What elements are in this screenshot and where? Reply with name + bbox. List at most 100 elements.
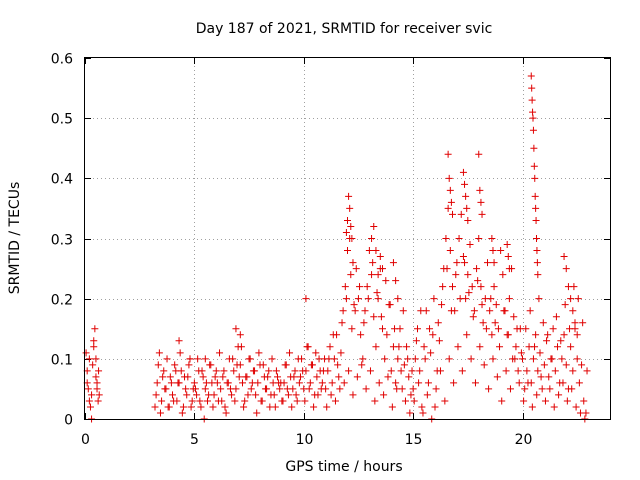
data-point: [435, 337, 443, 345]
data-point: [456, 295, 464, 303]
data-point: [416, 367, 424, 375]
data-point: [331, 397, 339, 405]
data-point: [366, 367, 374, 375]
data-point: [371, 397, 379, 405]
data-point: [461, 180, 469, 188]
data-point: [447, 307, 455, 315]
data-point: [350, 301, 358, 309]
data-point: [575, 379, 583, 387]
data-point: [476, 343, 484, 351]
data-point: [441, 397, 449, 405]
data-point: [353, 373, 361, 381]
data-point: [91, 325, 99, 333]
data-point: [391, 325, 399, 333]
data-point: [467, 355, 475, 363]
data-point: [181, 373, 189, 381]
data-point: [90, 343, 98, 351]
data-point: [372, 247, 380, 255]
data-point: [475, 150, 483, 158]
data-point: [548, 355, 556, 363]
data-point: [170, 397, 178, 405]
data-point: [397, 367, 405, 375]
data-point: [520, 397, 528, 405]
data-point: [274, 373, 281, 381]
data-point: [354, 295, 362, 303]
data-point: [347, 222, 355, 230]
data-point: [172, 367, 180, 375]
data-point: [474, 277, 482, 285]
data-point: [579, 319, 587, 327]
data-point: [468, 283, 476, 291]
data-point: [196, 397, 204, 405]
data-point: [523, 367, 531, 375]
data-point: [345, 367, 353, 375]
data-point: [550, 403, 558, 411]
data-point: [374, 271, 382, 279]
data-point: [505, 295, 513, 303]
axis-ticks: 0 0.1 0.2 0.3 0.4 0.5 0.6 0 5 10 15 20: [51, 52, 610, 448]
data-point: [389, 259, 397, 267]
data-point: [178, 409, 186, 417]
data-point: [370, 313, 378, 321]
data-point: [341, 283, 349, 291]
data-point: [295, 379, 303, 387]
data-point: [286, 349, 294, 357]
data-point: [327, 391, 335, 399]
data-point: [464, 271, 472, 279]
data-point: [283, 385, 291, 393]
data-point: [399, 307, 407, 315]
data-point: [493, 373, 501, 381]
data-point: [340, 379, 348, 387]
data-point: [338, 319, 346, 327]
data-point: [255, 349, 263, 357]
data-point: [348, 325, 356, 333]
data-point: [466, 241, 474, 249]
y-tick-label: 0.4: [51, 172, 73, 188]
data-point: [395, 343, 403, 351]
data-point: [89, 361, 97, 369]
data-point: [506, 385, 514, 393]
data-point: [574, 295, 582, 303]
y-tick-label: 0.6: [51, 52, 73, 68]
data-point: [528, 96, 536, 104]
data-point: [322, 385, 330, 393]
data-point: [475, 235, 483, 242]
data-point: [296, 373, 304, 381]
data-point: [459, 253, 467, 261]
data-point: [473, 265, 481, 273]
data-point: [431, 403, 439, 411]
data-point: [372, 343, 380, 351]
data-point: [545, 373, 553, 381]
data-point: [85, 355, 93, 363]
data-point: [306, 379, 314, 387]
data-point: [445, 174, 453, 182]
data-point: [328, 379, 336, 387]
data-point: [368, 271, 376, 279]
data-point: [534, 271, 542, 279]
data-point: [500, 307, 508, 315]
data-point: [299, 367, 307, 375]
data-point: [303, 343, 311, 351]
data-point: [445, 355, 453, 363]
data-point: [446, 247, 454, 255]
data-point: [446, 186, 454, 194]
data-point: [166, 373, 174, 381]
data-point: [233, 361, 241, 369]
data-point: [528, 84, 536, 92]
data-point: [444, 204, 452, 212]
data-point: [546, 385, 554, 393]
data-point: [555, 391, 563, 399]
data-point: [549, 325, 557, 333]
data-point: [562, 265, 570, 273]
x-tick-label: 5: [190, 432, 199, 448]
data-point: [337, 349, 345, 357]
data-point: [294, 355, 302, 363]
data-point: [151, 403, 159, 411]
data-point: [345, 192, 353, 200]
data-point: [529, 108, 537, 116]
data-point: [198, 367, 206, 375]
data-point: [84, 385, 92, 393]
data-point: [529, 126, 537, 134]
data-point: [534, 367, 542, 375]
data-point: [486, 307, 494, 315]
